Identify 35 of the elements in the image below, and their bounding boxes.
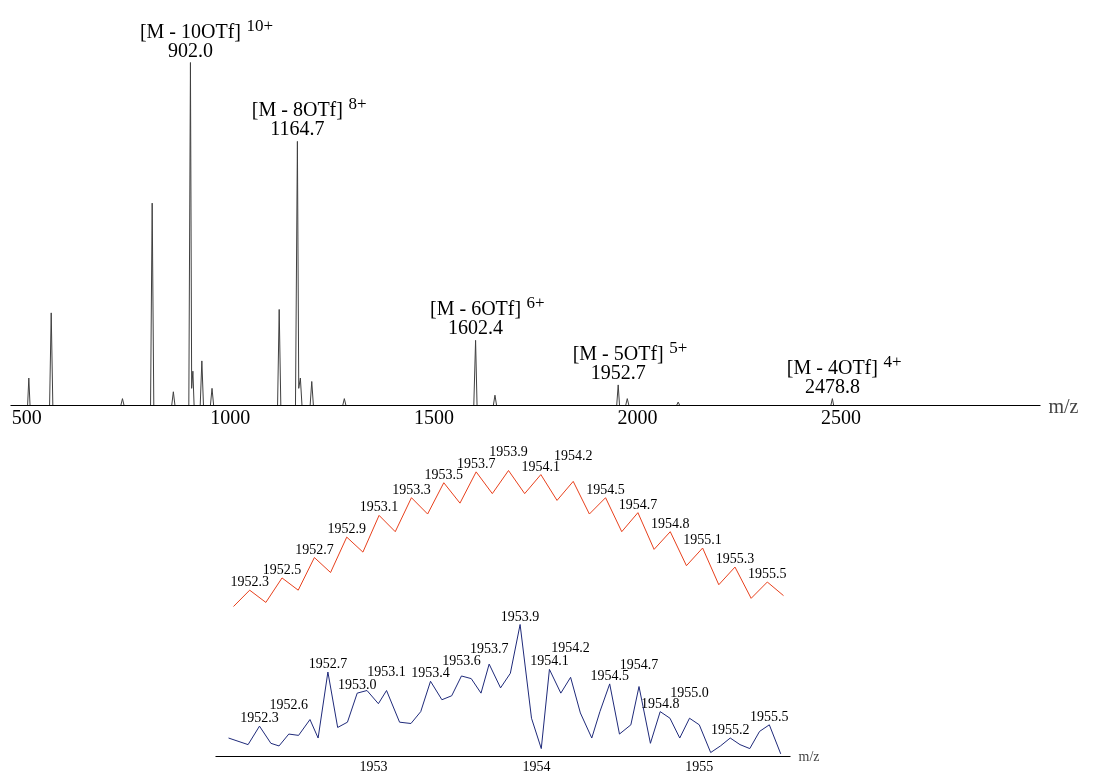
annotation: 1954.8 xyxy=(651,515,690,531)
annotation: 1953.4 xyxy=(411,665,450,681)
annotation: 1955.5 xyxy=(750,708,789,724)
x-tick-label: 1500 xyxy=(413,405,454,428)
x-axis-title: m/z xyxy=(798,749,820,764)
annotation: 1953.6 xyxy=(442,652,481,668)
annotation: 1955.1 xyxy=(683,532,722,548)
annotation: 1955.5 xyxy=(748,566,787,582)
annotation: 1953.3 xyxy=(392,481,431,497)
annotation: 1952.9 xyxy=(327,521,366,537)
annotation: 1954.2 xyxy=(551,640,590,656)
x-tick-label: 1955 xyxy=(685,758,714,774)
annotation: 1952.5 xyxy=(262,561,302,577)
x-tick-label: 2000 xyxy=(617,405,658,428)
annotation: 1953.1 xyxy=(359,499,399,515)
x-tick-label: 1953 xyxy=(359,758,388,774)
annotation: 1952.3 xyxy=(240,710,279,726)
annotation: 1955.2 xyxy=(710,722,750,738)
x-axis-title: m/z xyxy=(1048,394,1079,417)
annotation: 1955.3 xyxy=(715,551,755,567)
annotation: 1953.9 xyxy=(500,608,540,624)
annotation: 1952.3 xyxy=(230,574,269,590)
annotation: 1952.7 xyxy=(295,541,334,557)
annotation: 1952.6 xyxy=(269,697,309,713)
x-tick-label: 2500 xyxy=(821,405,862,428)
annotation: 1953.1 xyxy=(367,664,406,679)
x-tick-label: 1954 xyxy=(522,758,551,774)
x-tick-label: 1000 xyxy=(210,405,251,428)
annotation: 1954.5 xyxy=(586,481,625,497)
x-tick-label: 500 xyxy=(11,405,42,428)
text: 1954.2 xyxy=(553,447,593,463)
annotation: 1954.1 xyxy=(530,653,569,669)
annotation: 1953.0 xyxy=(337,677,377,693)
annotation: 1952.7 xyxy=(308,656,348,672)
annotation: 1954.7 xyxy=(618,496,658,512)
